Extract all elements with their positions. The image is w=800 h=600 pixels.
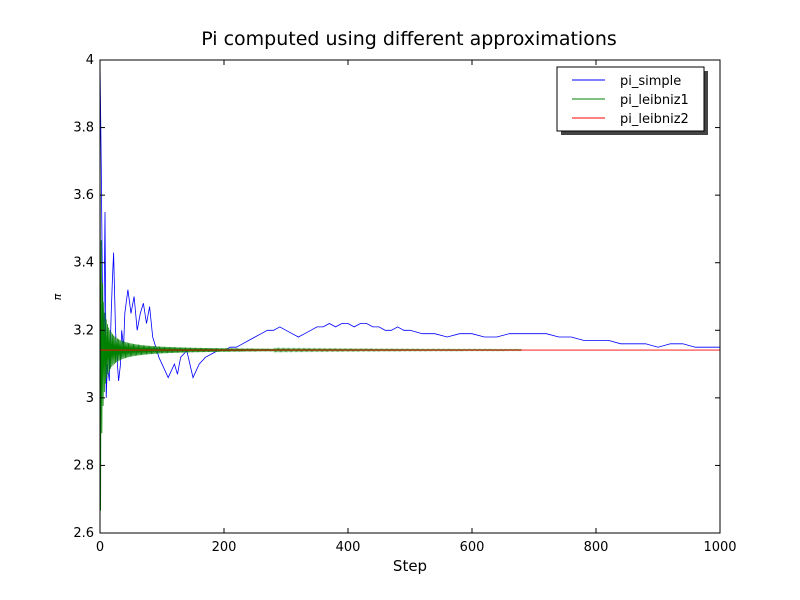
y-tick-label: 3.6 [73, 188, 94, 203]
x-axis-label: Step [393, 557, 427, 575]
x-tick-label: 200 [212, 540, 237, 555]
y-tick-label: 3.8 [73, 121, 94, 136]
x-tick-label: 1000 [703, 540, 736, 555]
x-tick-label: 400 [336, 540, 361, 555]
chart-title: Pi computed using different approximatio… [201, 28, 617, 50]
y-tick-label: 4 [86, 53, 94, 68]
legend-label-pi-simple: pi_simple [620, 74, 681, 89]
y-tick-label: 3.4 [73, 256, 94, 271]
y-tick-label: 2.6 [73, 526, 94, 541]
x-tick-label: 800 [584, 540, 609, 555]
y-tick-label: 3 [86, 391, 94, 406]
plot-area [100, 60, 720, 533]
series-layer [100, 60, 720, 511]
y-axis-label: π [51, 293, 64, 300]
y-tick-label: 3.2 [73, 323, 94, 338]
y-tick-label: 2.8 [73, 458, 94, 473]
x-tick-label: 0 [96, 540, 104, 555]
plot-frame [99, 59, 721, 534]
ticks-layer: 0 200 400 600 800 1000 2.6 2.8 3 3.2 3.4 3.6 3.8 4 [73, 53, 736, 555]
legend: pi_simple pi_leibniz1 pi_leibniz2 [556, 66, 708, 135]
x-tick-label: 600 [460, 540, 485, 555]
legend-label-pi-leibniz2: pi_leibniz2 [620, 112, 689, 127]
legend-label-pi-leibniz1: pi_leibniz1 [620, 93, 689, 108]
